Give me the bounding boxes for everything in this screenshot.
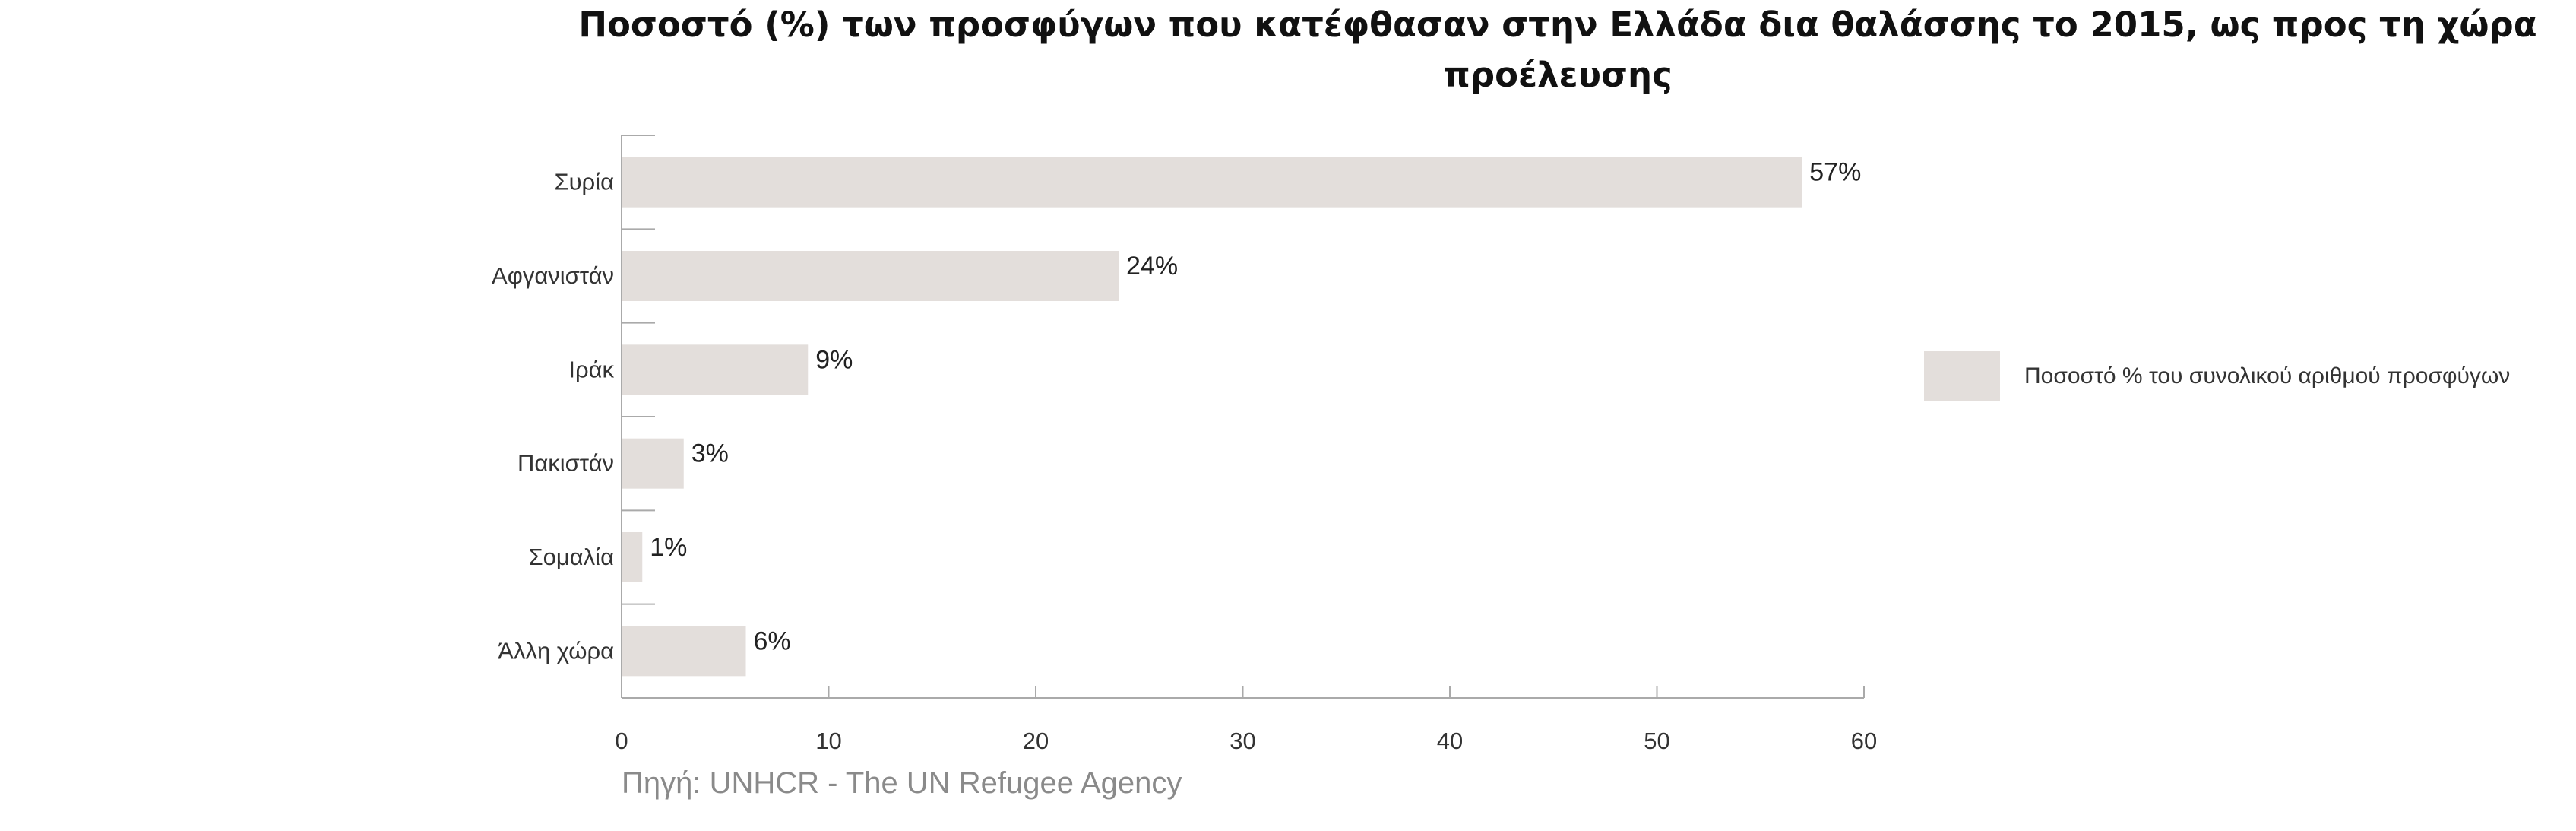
x-tick-label: 40 <box>1437 728 1463 754</box>
y-tick-label: Συρία <box>554 169 614 195</box>
source-note: Πηγή: UNHCR - The UN Refugee Agency <box>622 766 1182 800</box>
y-tick-label: Ιράκ <box>568 356 614 382</box>
x-tick-label: 20 <box>1023 728 1049 754</box>
x-tick-label: 50 <box>1644 728 1669 754</box>
data-label: 9% <box>815 345 853 374</box>
bar <box>622 532 643 582</box>
y-tick-label: Άλλη χώρα <box>498 637 614 664</box>
bar <box>622 251 1119 301</box>
bar <box>622 438 684 489</box>
x-tick-label: 60 <box>1851 728 1877 754</box>
data-label: 1% <box>650 533 687 562</box>
legend-label: Ποσοστό % του συνολικού αριθμού προσφύγω… <box>2024 363 2511 389</box>
data-label: 6% <box>754 626 791 655</box>
chart-title: Ποσοστό (%) των προσφύγων που κατέφθασαν… <box>578 5 2537 95</box>
bar <box>622 157 1802 208</box>
y-tick-label: Σομαλία <box>529 544 615 570</box>
y-tick-label: Αφγανιστάν <box>492 262 614 289</box>
x-tick-label: 10 <box>815 728 841 754</box>
bar <box>622 344 809 395</box>
data-label: 3% <box>691 439 729 468</box>
legend-swatch <box>1924 351 2000 401</box>
x-tick-label: 30 <box>1229 728 1255 754</box>
data-label: 57% <box>1809 158 1861 187</box>
legend: Ποσοστό % του συνολικού αριθμού προσφύγω… <box>1924 351 2510 401</box>
data-label: 24% <box>1126 252 1178 281</box>
y-tick-label: Πακιστάν <box>517 450 614 477</box>
x-tick-label: 0 <box>615 728 628 754</box>
bar <box>622 626 746 677</box>
